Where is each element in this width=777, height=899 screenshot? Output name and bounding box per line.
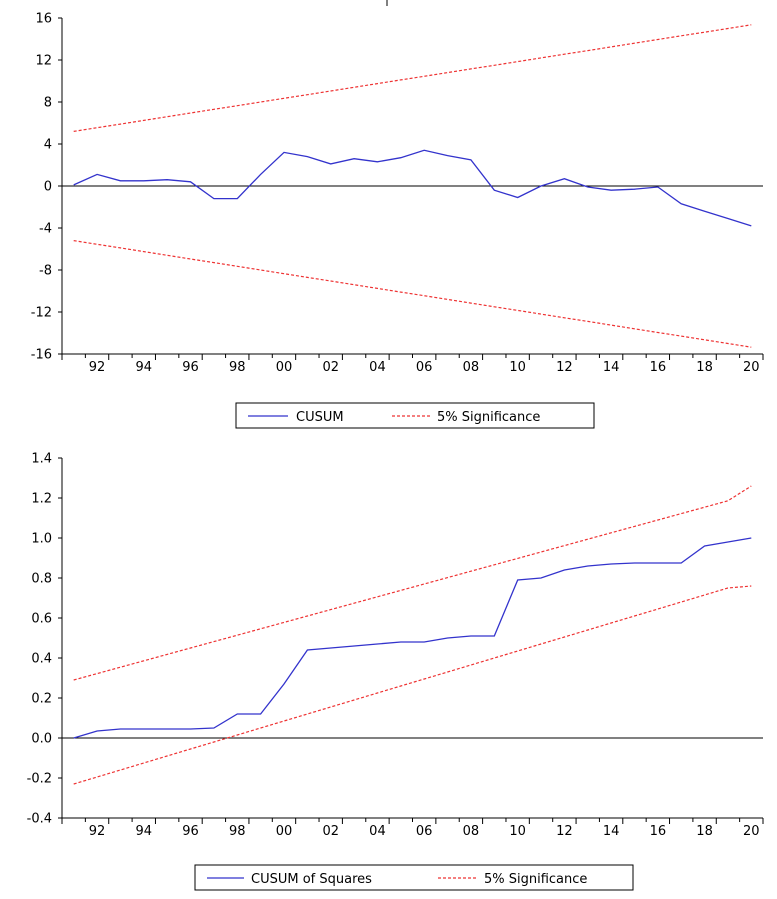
cusumsq-x-tick-label: 04: [369, 824, 386, 839]
cusumsq-y-tick-label: -0.4: [27, 812, 52, 827]
cusum-legend-label: CUSUM: [296, 410, 344, 425]
cusum-y-tick-label: -16: [31, 348, 52, 363]
cusumsq-y-tick-label: 0.2: [31, 692, 52, 707]
cusum-x-tick-label: 14: [603, 360, 620, 375]
cusumsq-upper-bound-line: [73, 485, 752, 681]
cusum-x-tick-label: 00: [276, 360, 293, 375]
cusum-x-tick-label: 10: [509, 360, 526, 375]
cusum-x-tick-label: 98: [229, 360, 246, 375]
cusumsq-x-tick-label: 14: [603, 824, 620, 839]
significance-legend-label: 5% Significance: [437, 410, 540, 425]
cusumsq-y-tick-label: 0.6: [31, 612, 52, 627]
cusum-of-squares-legend-box: [194, 864, 634, 891]
cusumsq-x-tick-label: 06: [416, 824, 433, 839]
cusum-y-tick-label: -12: [31, 306, 52, 321]
cusumsq-x-tick-label: 08: [463, 824, 480, 839]
cusum-upper-bound-line: [73, 24, 752, 132]
cusum-chart: 16 12 8 4 0 -4 -8 -12 -16 92 94 96 98 00 02 04 06 08 10 12 1…: [31, 12, 764, 375]
cusum-x-tick-label: 20: [743, 360, 760, 375]
cusumsq-x-tick-label: 98: [229, 824, 246, 839]
cusumsq-x-tick-label: 16: [650, 824, 667, 839]
cusum-series-line: [73, 149, 752, 227]
cusum-x-tick-label: 16: [650, 360, 667, 375]
significance-legend-label-2: 5% Significance: [484, 872, 587, 887]
cusum-legend: CUSUM 5% Significance: [235, 402, 595, 429]
cusum-x-tick-label: 18: [696, 360, 713, 375]
cusum-of-squares-chart: 1.4 1.2 1.0 0.8 0.6 0.4 0.2 0.0 -0.2 -0.4 92 94 96 98…: [27, 452, 764, 839]
cusum-of-squares-legend-label: CUSUM of Squares: [251, 872, 372, 887]
cusum-y-tick-label: 16: [35, 12, 52, 27]
cusum-y-tick-label: 8: [44, 96, 52, 111]
cusumsq-y-tick-label: 0.4: [31, 652, 52, 667]
cusumsq-x-tick-label: 18: [696, 824, 713, 839]
cusum-x-tick-label: 94: [136, 360, 153, 375]
cusumsq-x-tick-label: 00: [276, 824, 293, 839]
cusum-y-tick-label: 0: [44, 180, 52, 195]
cusumsq-y-tick-label: -0.2: [27, 772, 52, 787]
cusum-y-tick-label: -4: [39, 222, 52, 237]
cusum-x-tick-label: 08: [463, 360, 480, 375]
cusumsq-x-tick-label: 20: [743, 824, 760, 839]
cusum-of-squares-legend: CUSUM of Squares 5% Significance: [194, 864, 634, 891]
cusumsq-x-tick-label: 94: [136, 824, 153, 839]
cusumsq-y-tick-label: 0.0: [31, 732, 52, 747]
cusum-lower-bound-line: [73, 240, 752, 348]
cusumsq-y-tick-label: 1.2: [31, 492, 52, 507]
cusumsq-x-tick-label: 12: [556, 824, 573, 839]
cusumsq-x-tick-label: 96: [182, 824, 199, 839]
cusum-x-tick-label: 06: [416, 360, 433, 375]
cusumsq-y-tick-label: 1.4: [31, 452, 52, 467]
cusum-x-tick-label: 96: [182, 360, 199, 375]
cusum-x-tick-label: 92: [89, 360, 106, 375]
cusum-y-tick-label: -8: [39, 264, 52, 279]
cusum-x-tick-label: 12: [556, 360, 573, 375]
cusumsq-x-tick-label: 02: [322, 824, 339, 839]
cusumsq-lower-bound-line: [73, 585, 752, 785]
cusumsq-series-line: [73, 537, 752, 739]
cusumsq-y-tick-label: 0.8: [31, 572, 52, 587]
cusumsq-x-tick-label: 92: [89, 824, 106, 839]
cusum-y-tick-label: 12: [35, 54, 52, 69]
cusumsq-y-tick-label: 1.0: [31, 532, 52, 547]
cusum-x-tick-label: 02: [322, 360, 339, 375]
cusum-x-tick-label: 04: [369, 360, 386, 375]
cusumsq-x-tick-label: 10: [509, 824, 526, 839]
cusum-y-tick-label: 4: [44, 138, 52, 153]
